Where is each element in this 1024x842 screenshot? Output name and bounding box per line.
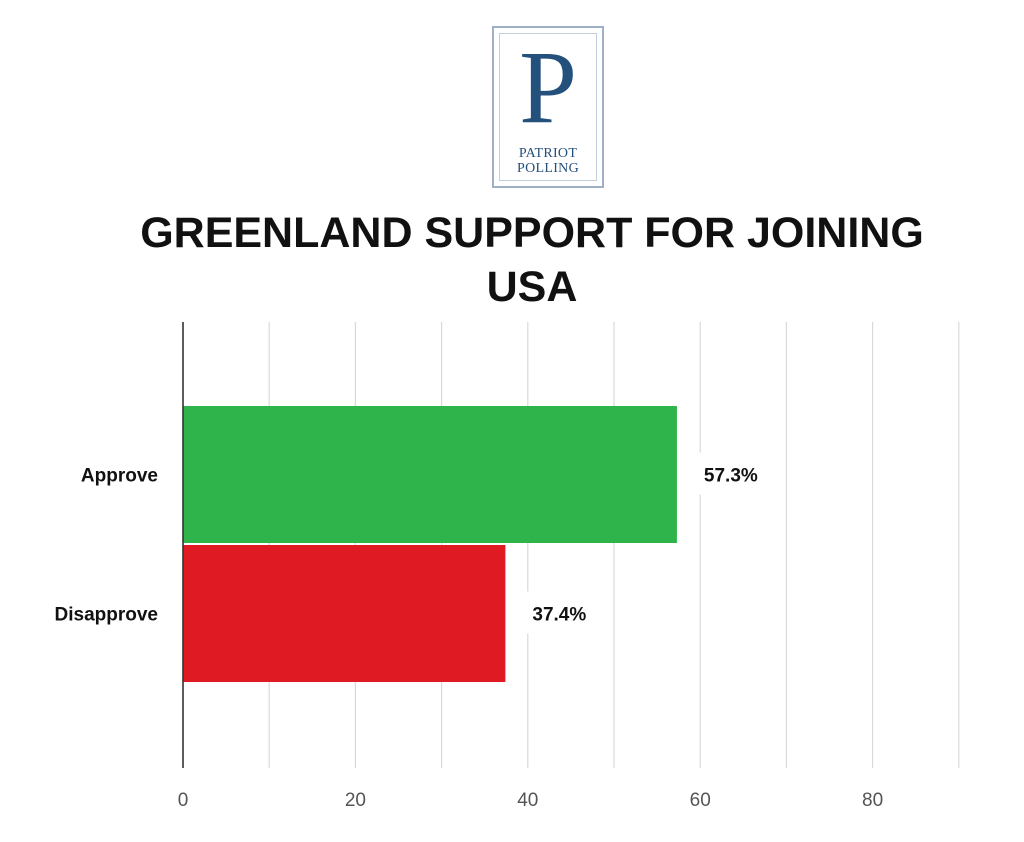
patriot-polling-logo: P PATRIOT POLLING	[492, 26, 604, 188]
x-tick-label: 0	[178, 790, 189, 811]
category-label: Approve	[81, 466, 158, 487]
x-tick-label: 60	[690, 790, 711, 811]
value-label-background	[526, 591, 605, 634]
x-tick-label: 20	[345, 790, 366, 811]
bar-approve	[183, 406, 677, 543]
value-label-background	[697, 452, 776, 495]
x-tick-label: 40	[517, 790, 538, 811]
chart-title-line2: USA	[486, 263, 578, 311]
logo-frame: P PATRIOT POLLING	[499, 33, 597, 181]
x-tick-label: 80	[862, 790, 883, 811]
logo-text-line2: POLLING	[517, 161, 579, 176]
chart-title-line1: GREENLAND SUPPORT FOR JOINING	[140, 209, 924, 257]
logo-text-line1: PATRIOT	[518, 146, 578, 161]
category-label: Disapprove	[55, 605, 158, 626]
value-label: 57.3%	[704, 466, 758, 487]
value-label: 37.4%	[532, 605, 586, 626]
bar-disapprove	[183, 545, 506, 682]
logo-letter: P	[519, 30, 577, 145]
